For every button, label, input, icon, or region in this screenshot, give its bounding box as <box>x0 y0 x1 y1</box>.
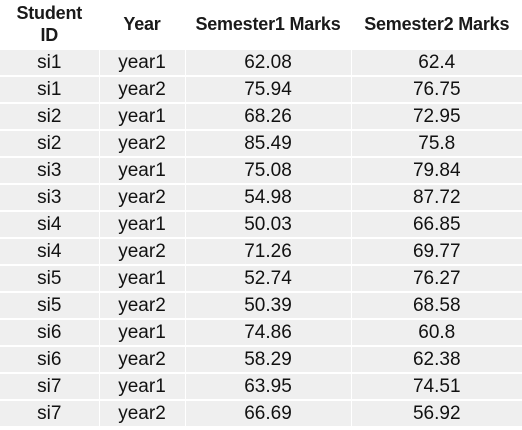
cell-year: year2 <box>99 184 186 212</box>
cell-student-id: si4 <box>0 238 100 266</box>
header-year: Year <box>99 0 186 50</box>
cell-student-id: si7 <box>0 373 100 401</box>
cell-semester1-marks: 74.86 <box>185 319 352 347</box>
cell-semester1-marks: 75.94 <box>185 76 352 104</box>
table-row: si6 year1 74.86 60.8 <box>0 319 522 347</box>
cell-semester2-marks: 75.8 <box>351 130 522 158</box>
cell-semester1-marks: 62.08 <box>185 49 352 77</box>
cell-semester2-marks: 60.8 <box>351 319 522 347</box>
cell-year: year2 <box>99 130 186 158</box>
cell-semester1-marks: 50.03 <box>185 211 352 239</box>
cell-semester2-marks: 62.38 <box>351 346 522 374</box>
cell-semester1-marks: 54.98 <box>185 184 352 212</box>
table-row: si7 year1 63.95 74.51 <box>0 373 522 401</box>
cell-semester2-marks: 76.27 <box>351 265 522 293</box>
cell-semester1-marks: 75.08 <box>185 157 352 185</box>
table-row: si1 year2 75.94 76.75 <box>0 76 522 104</box>
cell-student-id: si6 <box>0 319 100 347</box>
cell-year: year1 <box>99 103 186 131</box>
header-semester1-marks: Semester1 Marks <box>185 0 352 50</box>
cell-student-id: si3 <box>0 184 100 212</box>
cell-semester2-marks: 62.4 <box>351 49 522 77</box>
cell-year: year1 <box>99 265 186 293</box>
cell-semester1-marks: 63.95 <box>185 373 352 401</box>
cell-year: year2 <box>99 292 186 320</box>
cell-year: year2 <box>99 346 186 374</box>
cell-semester1-marks: 52.74 <box>185 265 352 293</box>
cell-student-id: si2 <box>0 130 100 158</box>
cell-semester1-marks: 68.26 <box>185 103 352 131</box>
table-row: si5 year1 52.74 76.27 <box>0 265 522 293</box>
cell-semester2-marks: 79.84 <box>351 157 522 185</box>
cell-semester1-marks: 66.69 <box>185 400 352 428</box>
cell-semester2-marks: 68.58 <box>351 292 522 320</box>
table-header: Student ID Year Semester1 Marks Semester… <box>0 0 522 50</box>
cell-year: year1 <box>99 319 186 347</box>
cell-year: year1 <box>99 211 186 239</box>
table-row: si3 year1 75.08 79.84 <box>0 157 522 185</box>
cell-student-id: si7 <box>0 400 100 428</box>
cell-student-id: si1 <box>0 49 100 77</box>
cell-year: year1 <box>99 373 186 401</box>
table-row: si2 year1 68.26 72.95 <box>0 103 522 131</box>
cell-semester2-marks: 72.95 <box>351 103 522 131</box>
table-row: si7 year2 66.69 56.92 <box>0 400 522 428</box>
cell-student-id: si5 <box>0 292 100 320</box>
cell-student-id: si4 <box>0 211 100 239</box>
table-row: si3 year2 54.98 87.72 <box>0 184 522 212</box>
cell-year: year2 <box>99 400 186 428</box>
cell-semester2-marks: 69.77 <box>351 238 522 266</box>
cell-year: year2 <box>99 76 186 104</box>
cell-semester1-marks: 71.26 <box>185 238 352 266</box>
cell-year: year1 <box>99 49 186 77</box>
cell-semester1-marks: 85.49 <box>185 130 352 158</box>
cell-student-id: si6 <box>0 346 100 374</box>
header-semester2-marks: Semester2 Marks <box>351 0 522 50</box>
cell-student-id: si3 <box>0 157 100 185</box>
cell-student-id: si5 <box>0 265 100 293</box>
table-row: si2 year2 85.49 75.8 <box>0 130 522 158</box>
cell-student-id: si2 <box>0 103 100 131</box>
cell-student-id: si1 <box>0 76 100 104</box>
cell-semester1-marks: 58.29 <box>185 346 352 374</box>
table-row: si4 year1 50.03 66.85 <box>0 211 522 239</box>
cell-year: year1 <box>99 157 186 185</box>
header-row: Student ID Year Semester1 Marks Semester… <box>0 0 522 50</box>
cell-semester2-marks: 87.72 <box>351 184 522 212</box>
cell-semester2-marks: 66.85 <box>351 211 522 239</box>
header-student-id: Student ID <box>0 0 100 50</box>
table-row: si4 year2 71.26 69.77 <box>0 238 522 266</box>
cell-semester2-marks: 76.75 <box>351 76 522 104</box>
header-student-id-line1: Student <box>16 3 83 23</box>
cell-semester1-marks: 50.39 <box>185 292 352 320</box>
table-body: si1 year1 62.08 62.4 si1 year2 75.94 76.75 si2 ye… <box>0 49 522 428</box>
cell-semester2-marks: 56.92 <box>351 400 522 428</box>
cell-semester2-marks: 74.51 <box>351 373 522 401</box>
table-row: si6 year2 58.29 62.38 <box>0 346 522 374</box>
cell-year: year2 <box>99 238 186 266</box>
table-row: si5 year2 50.39 68.58 <box>0 292 522 320</box>
header-student-id-line2: ID <box>40 25 59 45</box>
table-row: si1 year1 62.08 62.4 <box>0 49 522 77</box>
